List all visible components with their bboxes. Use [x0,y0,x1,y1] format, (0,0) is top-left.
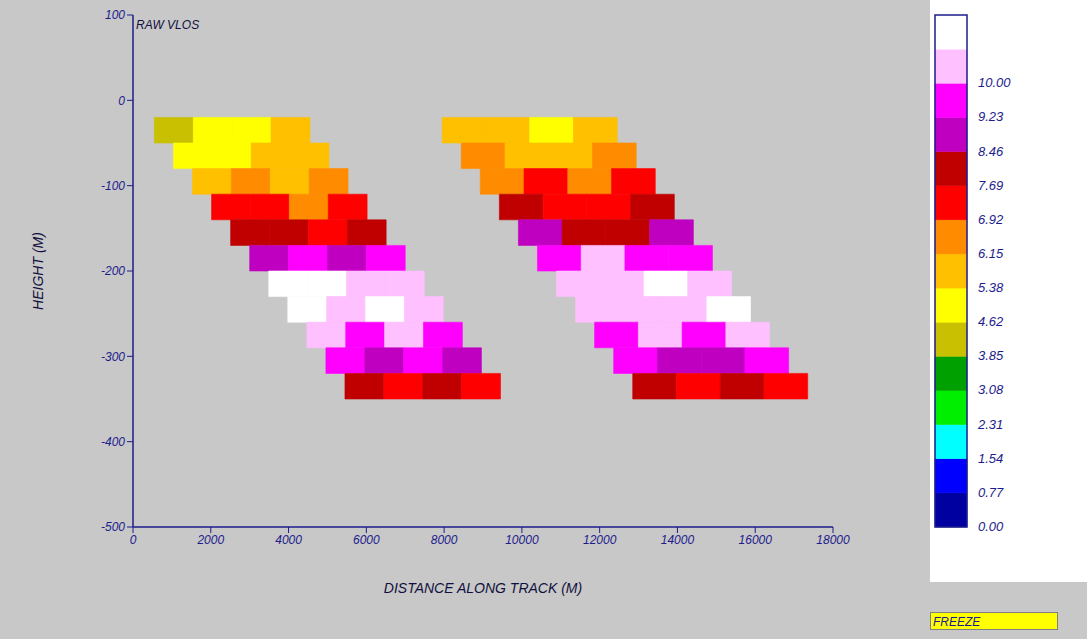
html-text:RAW VLOS: RAW VLOS [136,18,200,32]
svg-text:3.85: 3.85 [978,348,1004,363]
svg-text:9.23: 9.23 [978,109,1004,124]
svg-text:0.00: 0.00 [978,519,1004,534]
svg-text:12000: 12000 [583,533,617,547]
svg-text:-100: -100 [101,179,125,193]
svg-text:1.54: 1.54 [978,451,1003,466]
svg-text:-500: -500 [101,520,125,534]
svg-text:2.31: 2.31 [977,417,1003,432]
svg-text:0: 0 [118,94,125,108]
svg-text:8000: 8000 [431,533,458,547]
svg-text:5.38: 5.38 [978,280,1004,295]
svg-text:0: 0 [130,533,137,547]
svg-text:10000: 10000 [505,533,539,547]
svg-text:6.15: 6.15 [978,246,1004,261]
html-text:FREEZE: FREEZE [933,615,981,629]
svg-text:100: 100 [105,8,125,22]
svg-text:6000: 6000 [353,533,380,547]
svg-text:3.08: 3.08 [978,382,1004,397]
svg-text:2000: 2000 [196,533,224,547]
svg-text:4.62: 4.62 [978,314,1004,329]
svg-text:0.77: 0.77 [978,485,1004,500]
svg-text:14000: 14000 [661,533,695,547]
svg-text:18000: 18000 [816,533,850,547]
svg-text:-300: -300 [101,350,125,364]
svg-text:16000: 16000 [739,533,773,547]
html-text:HEIGHT (M): HEIGHT (M) [30,232,46,310]
svg-text:10.00: 10.00 [978,75,1011,90]
svg-text:6.92: 6.92 [978,212,1004,227]
svg-text:7.69: 7.69 [978,178,1003,193]
svg-text:-400: -400 [101,435,125,449]
svg-text:4000: 4000 [275,533,302,547]
html-text:DISTANCE ALONG TRACK (M): DISTANCE ALONG TRACK (M) [383,580,583,596]
svg-text:8.46: 8.46 [978,144,1004,159]
svg-text:-200: -200 [101,264,125,278]
